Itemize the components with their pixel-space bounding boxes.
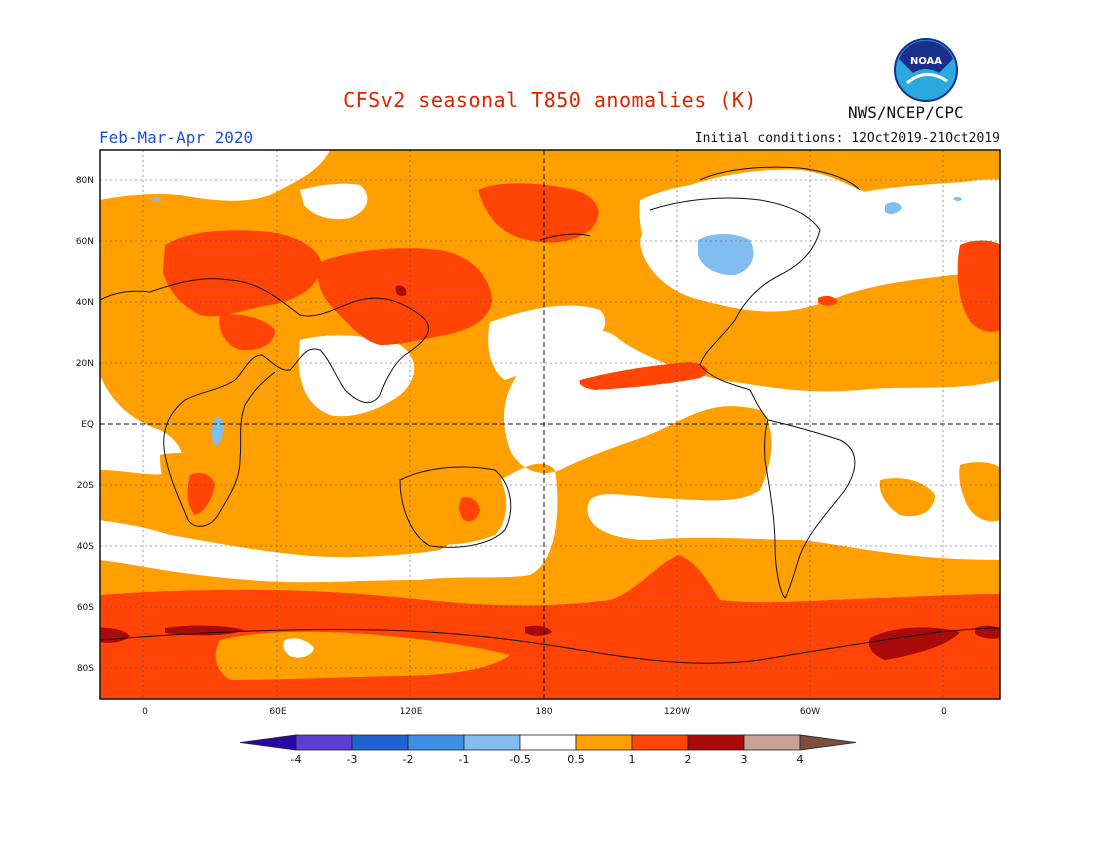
noaa-logo-text: NOAA <box>910 56 942 67</box>
lat-label: 80S <box>77 664 94 674</box>
colorbar-high-arrow <box>799 734 857 751</box>
lat-label: 60S <box>77 603 94 613</box>
lon-label: 0 <box>142 707 148 717</box>
colorbar-bin <box>351 734 409 751</box>
colorbar-bin <box>575 734 633 751</box>
colorbar-tick-label: 3 <box>741 753 748 766</box>
colorbar-tick-label: -3 <box>347 753 358 766</box>
colorbar-bin <box>295 734 353 751</box>
lon-label: 120E <box>400 707 423 717</box>
lon-label: 0 <box>941 707 947 717</box>
equator-dateline <box>100 150 1000 699</box>
lon-label: 60E <box>269 707 286 717</box>
latitude-labels: 80N 60N 40N 20N EQ 20S 40S 60S 80S <box>76 176 94 674</box>
colorbar-tick-label: 2 <box>685 753 692 766</box>
colorbar-bin <box>631 734 689 751</box>
colorbar-bin <box>687 734 745 751</box>
lat-label: 60N <box>76 237 94 247</box>
colorbar-bin <box>519 734 577 751</box>
colorbar-tick-label: -0.5 <box>509 753 530 766</box>
lon-label: 60W <box>800 707 820 717</box>
colorbar-tick-label: -1 <box>459 753 470 766</box>
coastlines <box>100 166 1000 664</box>
colorbar-bin <box>407 734 465 751</box>
map-frame <box>99 149 1001 700</box>
lat-label: 40N <box>76 298 94 308</box>
anomaly-field <box>100 150 1000 699</box>
colorbar-bin <box>743 734 801 751</box>
colorbar-tick-label: 1 <box>629 753 636 766</box>
colorbar-low-arrow <box>239 734 297 751</box>
lon-label: 180 <box>535 707 552 717</box>
colorbar-tick-label: -4 <box>291 753 302 766</box>
forecast-period: Feb-Mar-Apr 2020 <box>99 128 254 147</box>
colorbar: -4 -3 -2 -1 -0.5 0.5 1 2 3 4 <box>239 734 857 766</box>
map-title: CFSv2 seasonal T850 anomalies (K) <box>343 88 757 112</box>
colorbar-tick-label: -2 <box>403 753 414 766</box>
lat-label: EQ <box>81 420 94 430</box>
colorbar-bin <box>463 734 521 751</box>
initial-conditions: Initial conditions: 12Oct2019-21Oct2019 <box>694 131 1000 146</box>
longitude-labels: 0 60E 120E 180 120W 60W 0 <box>142 707 947 717</box>
lat-label: 20S <box>77 481 94 491</box>
lat-label: 20N <box>76 359 94 369</box>
lat-label: 80N <box>76 176 94 186</box>
graticule <box>100 150 1000 699</box>
colorbar-tick-label: 0.5 <box>567 753 585 766</box>
colorbar-tick-label: 4 <box>797 753 804 766</box>
noaa-logo: NOAA <box>894 38 958 102</box>
organization-label: NWS/NCEP/CPC <box>848 103 964 122</box>
lon-label: 120W <box>664 707 690 717</box>
lat-label: 40S <box>77 542 94 552</box>
